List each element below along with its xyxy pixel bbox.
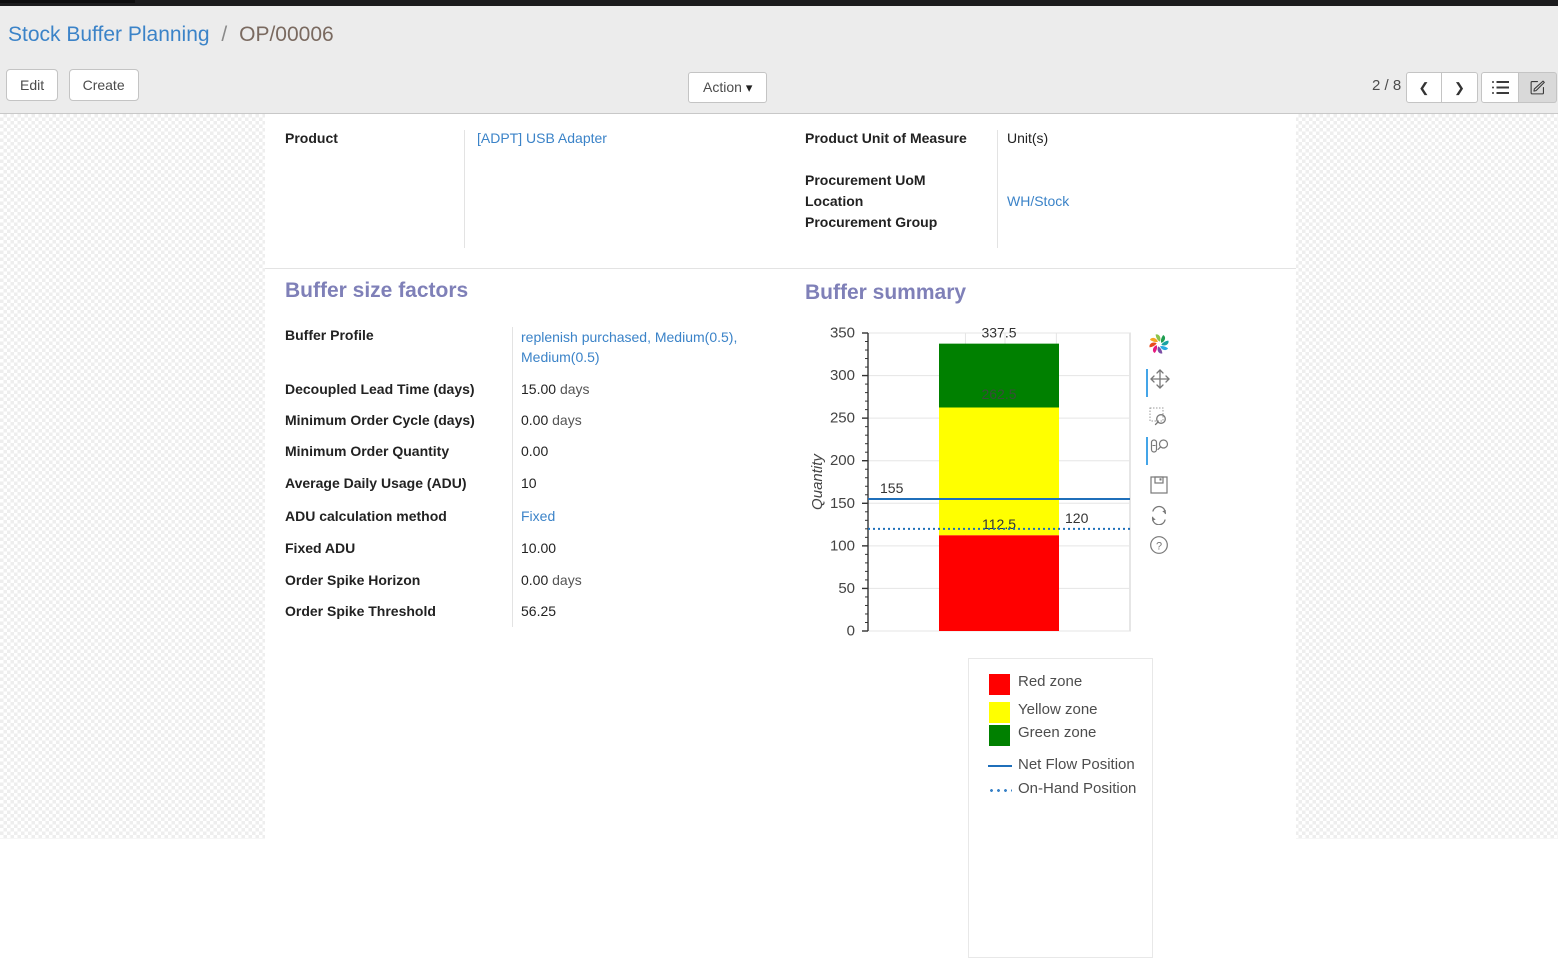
svg-text:Quantity: Quantity <box>809 453 826 510</box>
svg-text:120: 120 <box>1065 510 1089 526</box>
svg-text:100: 100 <box>830 537 855 554</box>
svg-text:337.5: 337.5 <box>981 325 1016 341</box>
svg-text:50: 50 <box>838 580 855 597</box>
svg-text:350: 350 <box>830 325 855 342</box>
svg-text:250: 250 <box>830 410 855 427</box>
svg-text:?: ? <box>1156 541 1162 553</box>
svg-text:300: 300 <box>830 367 855 384</box>
svg-text:262.5: 262.5 <box>981 386 1016 402</box>
svg-text:150: 150 <box>830 495 855 512</box>
svg-text:155: 155 <box>880 480 904 496</box>
svg-text:200: 200 <box>830 452 855 469</box>
svg-text:0: 0 <box>847 623 855 640</box>
